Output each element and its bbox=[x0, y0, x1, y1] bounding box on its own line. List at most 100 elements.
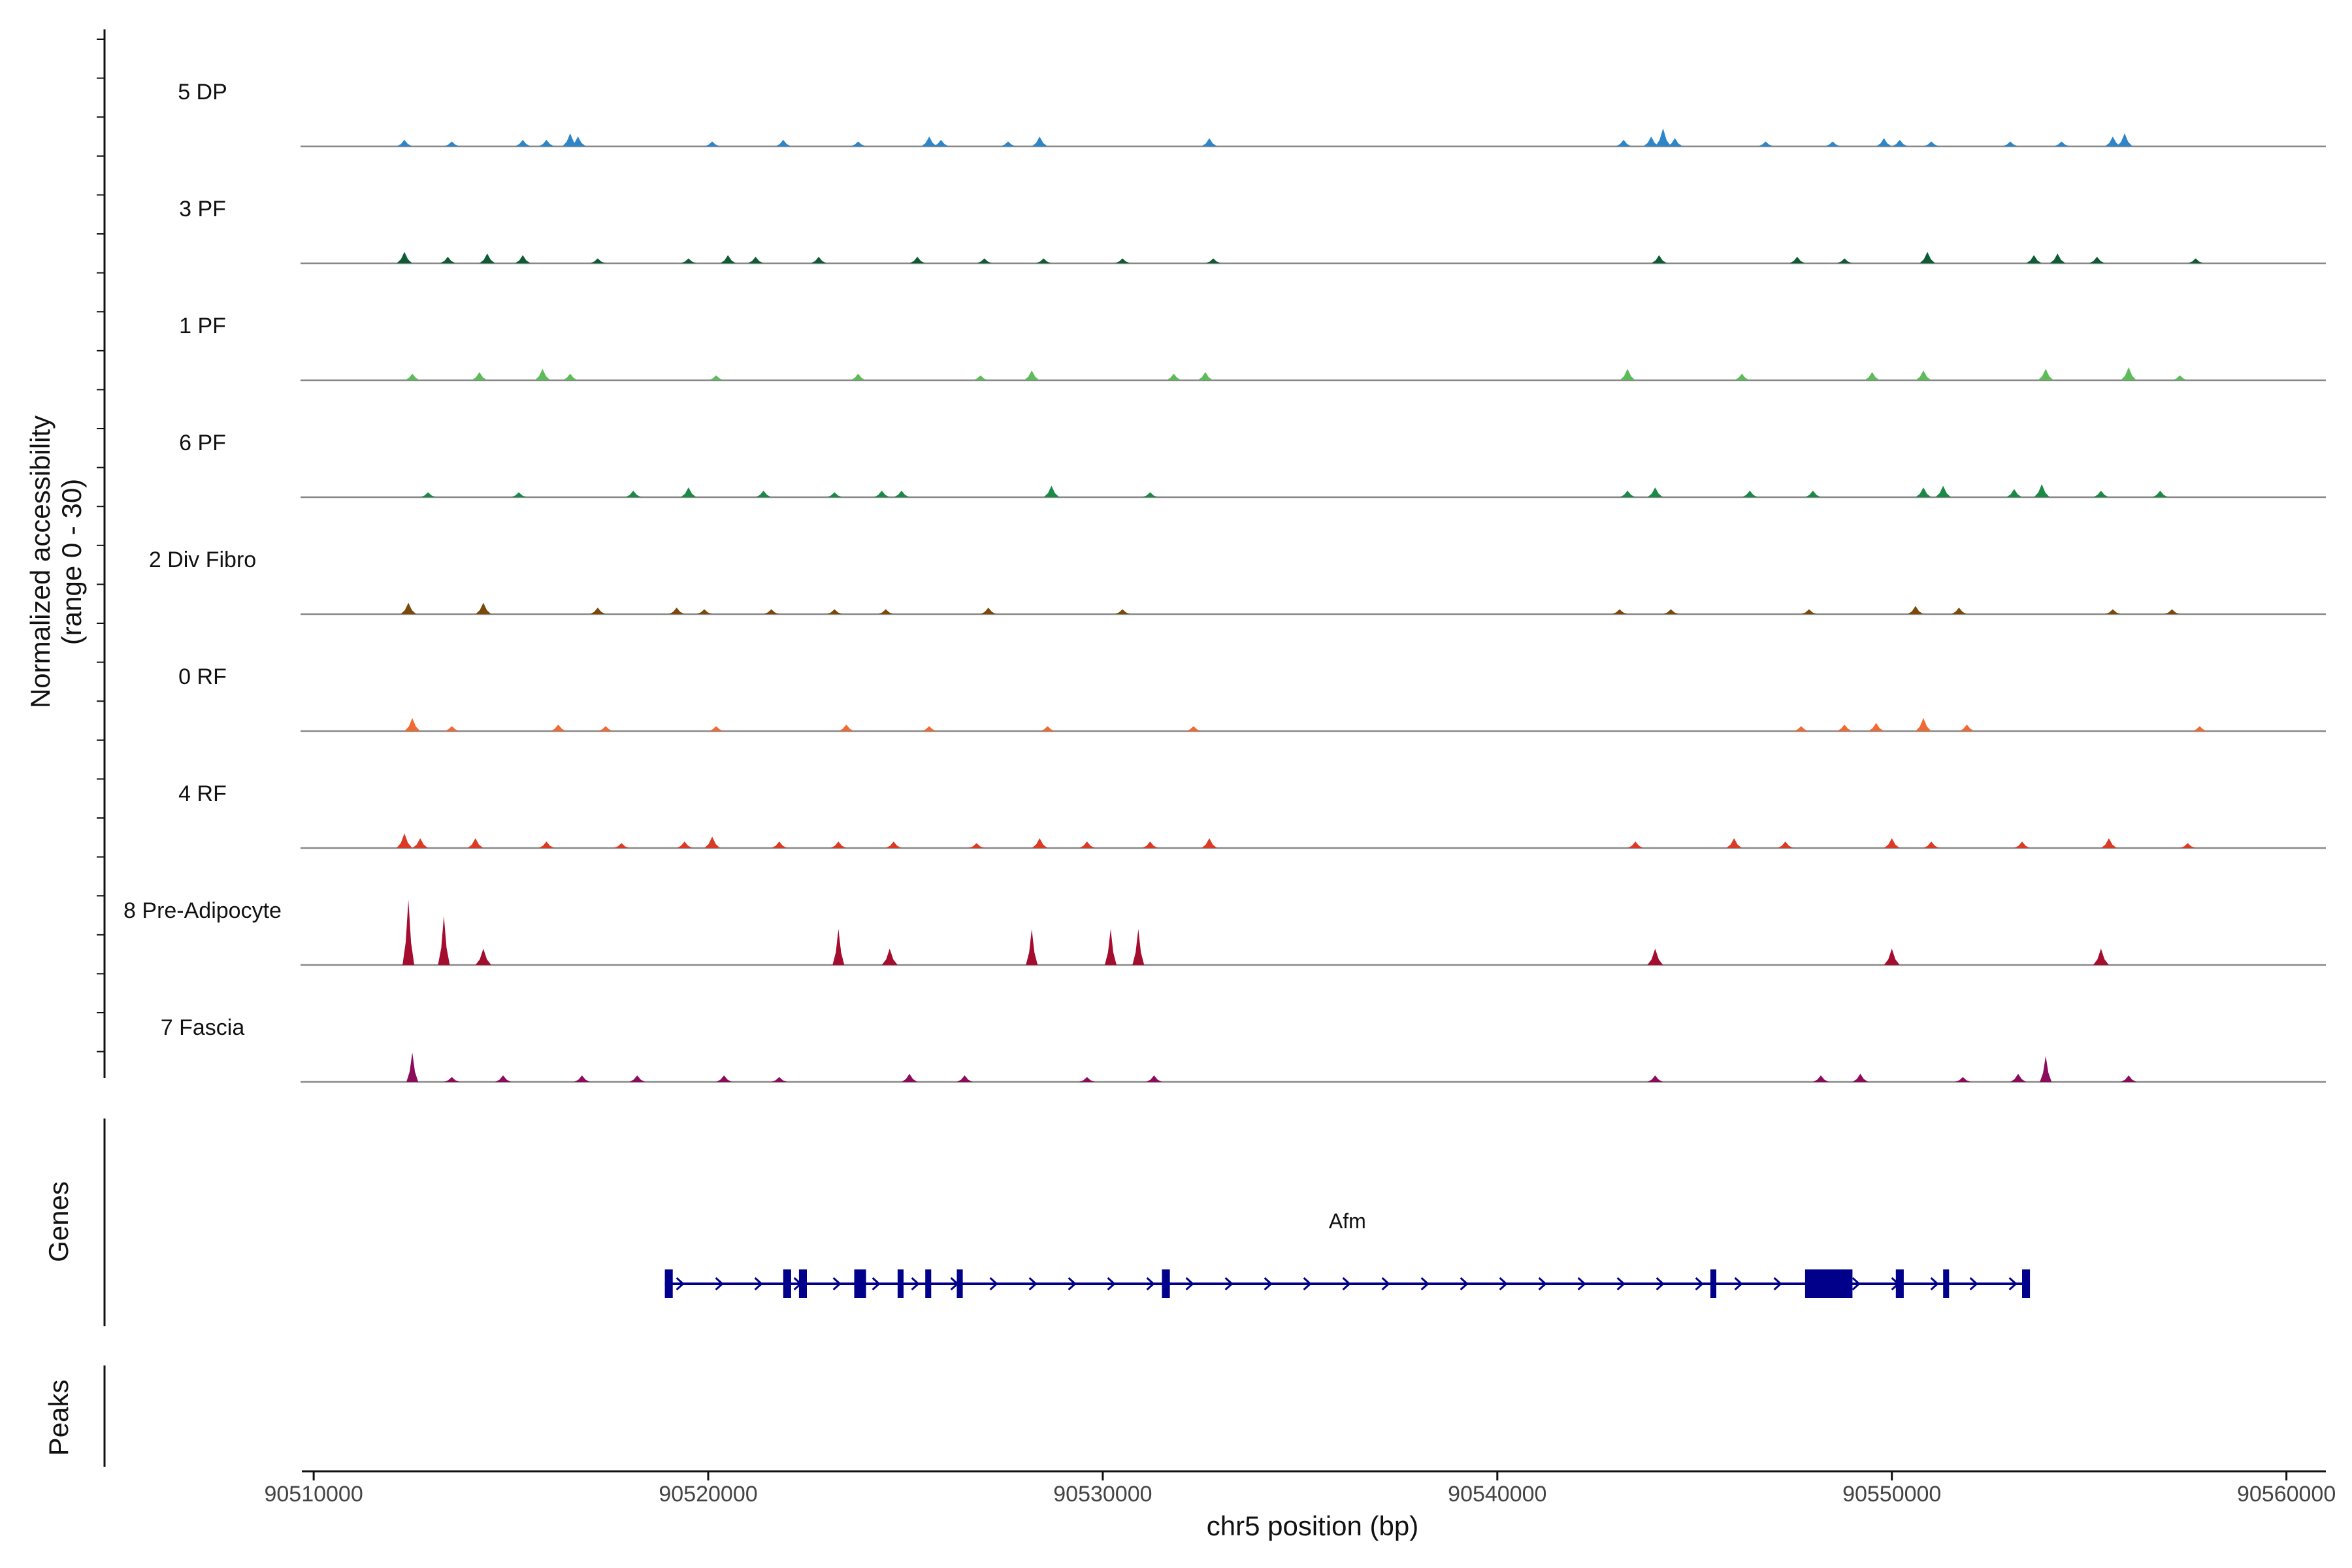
coverage-peak bbox=[1813, 1075, 1829, 1082]
coverage-peak bbox=[574, 1075, 590, 1082]
coverage-peak bbox=[1864, 372, 1880, 380]
coverage-peak bbox=[775, 140, 791, 146]
gene-track: Afm bbox=[664, 1209, 2031, 1298]
coverage-peak bbox=[562, 374, 578, 380]
coverage-peak bbox=[1651, 255, 1667, 263]
strand-arrow bbox=[989, 1277, 998, 1291]
coverage-peak bbox=[1923, 841, 1940, 848]
coverage-y-axis-ticks bbox=[97, 39, 105, 1053]
coverage-peak bbox=[1643, 137, 1659, 146]
coverage-peak bbox=[2089, 257, 2105, 263]
strand-arrow bbox=[1303, 1277, 1312, 1291]
coverage-peak bbox=[893, 491, 909, 497]
coverage-peak bbox=[1663, 609, 1679, 614]
coverage-peak bbox=[909, 257, 926, 263]
coverage-peak bbox=[1891, 140, 1908, 146]
coverage-peak bbox=[2180, 843, 2196, 848]
strand-arrow bbox=[676, 1277, 685, 1291]
coverage-peak bbox=[921, 137, 938, 146]
strand-arrow bbox=[1538, 1277, 1547, 1291]
coverage-peak bbox=[1907, 606, 1923, 614]
strand-arrow bbox=[1146, 1277, 1155, 1291]
coverage-peak bbox=[933, 140, 949, 146]
coverage-peak bbox=[589, 608, 606, 614]
coverage-peak bbox=[2152, 491, 2168, 497]
coverage-peak bbox=[1852, 1073, 1869, 1082]
coverage-peak bbox=[2002, 141, 2018, 146]
coverage-peak bbox=[850, 374, 866, 380]
gene-exon bbox=[783, 1269, 791, 1298]
coverage-peak bbox=[570, 137, 586, 146]
coverage-peak bbox=[2104, 137, 2121, 146]
coverage-peak bbox=[629, 1075, 645, 1082]
gene-exon bbox=[854, 1269, 866, 1298]
coverage-peak bbox=[2164, 609, 2180, 614]
coverage-track-6-pf: 6 PF bbox=[179, 431, 2326, 498]
track-label: 0 RF bbox=[178, 664, 227, 689]
coverage-peak bbox=[747, 257, 764, 263]
coverage-peak bbox=[1916, 487, 1931, 497]
coverage-peak bbox=[1742, 491, 1758, 497]
coverage-peak bbox=[826, 492, 843, 497]
coverage-peak bbox=[1142, 841, 1158, 848]
coverage-peak bbox=[511, 492, 527, 497]
coverage-peak bbox=[397, 252, 412, 263]
strand-arrow bbox=[715, 1277, 724, 1291]
coverage-peak bbox=[2121, 1075, 2137, 1082]
coverage-peak bbox=[874, 491, 890, 497]
coverage-peak bbox=[475, 602, 491, 614]
coverage-peak bbox=[1793, 726, 1809, 731]
y-axis-title-line1: Normalized accessibility bbox=[25, 416, 56, 708]
coverage-peak bbox=[2034, 484, 2050, 497]
coverage-peak bbox=[716, 1075, 732, 1082]
coverage-peak bbox=[885, 841, 902, 848]
strand-arrow bbox=[1969, 1277, 1978, 1291]
coverage-peak bbox=[1935, 485, 1952, 497]
coverage-peak bbox=[720, 255, 736, 263]
coverage-peak bbox=[1185, 726, 1201, 731]
strand-arrow bbox=[2008, 1277, 2017, 1291]
gene-exon bbox=[798, 1269, 807, 1298]
coverage-peak bbox=[1201, 138, 1217, 146]
coverage-peak bbox=[704, 836, 721, 848]
coverage-peak bbox=[397, 140, 412, 146]
coverage-peak bbox=[1955, 1077, 1971, 1082]
coverage-peak bbox=[1115, 258, 1131, 263]
coverage-track-8-pre-adipocyte: 8 Pre-Adipocyte bbox=[123, 898, 2326, 966]
gene-exon bbox=[1710, 1269, 1716, 1298]
x-tick-label: 90530000 bbox=[1053, 1482, 1152, 1507]
coverage-peak bbox=[404, 718, 421, 731]
coverage-peak bbox=[877, 609, 894, 614]
coverage-peak bbox=[1805, 491, 1821, 497]
strand-arrow bbox=[1930, 1277, 1939, 1291]
coverage-peak bbox=[696, 609, 712, 614]
strand-arrow bbox=[1499, 1277, 1508, 1291]
track-label: 3 PF bbox=[179, 197, 226, 221]
coverage-peak bbox=[2010, 1073, 2026, 1082]
coverage-peak bbox=[1627, 841, 1644, 848]
coverage-peak bbox=[1079, 1077, 1095, 1082]
coverage-peak bbox=[475, 949, 491, 965]
coverage-peak bbox=[980, 608, 996, 614]
coverage-peak bbox=[708, 726, 725, 731]
coverage-peak bbox=[2006, 489, 2022, 497]
coverage-peak bbox=[1734, 374, 1750, 380]
strand-arrow bbox=[1460, 1277, 1469, 1291]
coverage-peak bbox=[1620, 368, 1636, 380]
coverage-tracks: 5 DP 3 PF 1 PF 6 PF 2 Div Fibro 0 RF 4 RF 8 Pre… bbox=[123, 80, 2326, 1083]
coverage-peak bbox=[402, 900, 415, 965]
coverage-peak bbox=[2026, 255, 2042, 263]
coverage-peak bbox=[2093, 949, 2109, 965]
coverage-peak bbox=[515, 140, 531, 146]
coverage-peak bbox=[471, 372, 487, 380]
coverage-peak bbox=[708, 375, 725, 380]
coverage-peak bbox=[1825, 141, 1841, 146]
coverage-peak bbox=[444, 726, 460, 731]
coverage-peak bbox=[1667, 138, 1683, 146]
strand-arrow bbox=[1773, 1277, 1782, 1291]
coverage-peak bbox=[404, 374, 421, 380]
coverage-peak bbox=[538, 140, 555, 146]
track-label: 6 PF bbox=[179, 431, 226, 455]
gene-label-afm: Afm bbox=[1329, 1209, 1366, 1233]
